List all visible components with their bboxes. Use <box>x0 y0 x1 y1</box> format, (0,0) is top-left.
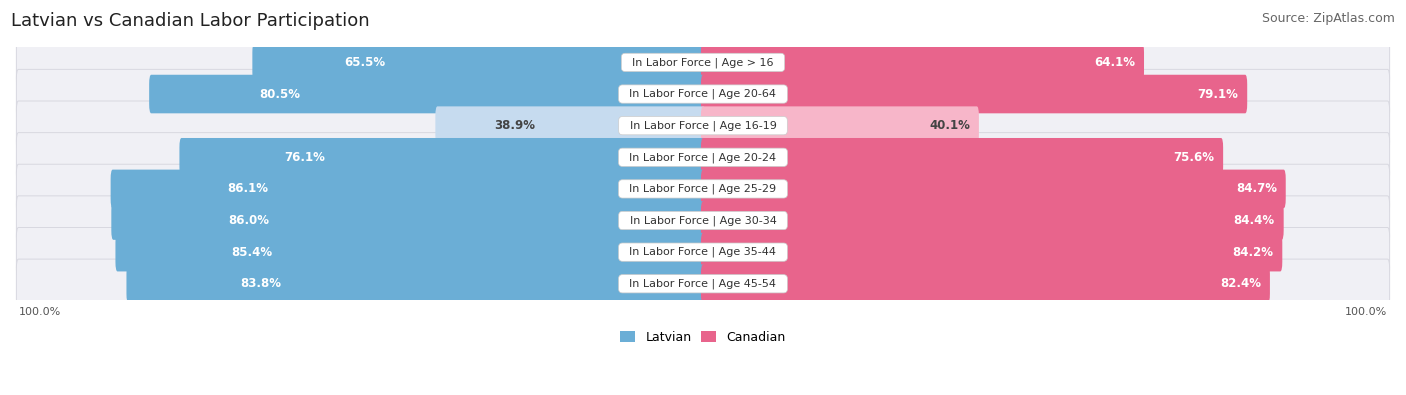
FancyBboxPatch shape <box>17 259 1389 308</box>
Text: 38.9%: 38.9% <box>494 119 534 132</box>
FancyBboxPatch shape <box>127 265 704 303</box>
FancyBboxPatch shape <box>17 70 1389 119</box>
FancyBboxPatch shape <box>702 43 1144 82</box>
FancyBboxPatch shape <box>702 201 1284 240</box>
FancyBboxPatch shape <box>17 196 1389 245</box>
FancyBboxPatch shape <box>111 169 704 208</box>
FancyBboxPatch shape <box>702 265 1270 303</box>
Text: In Labor Force | Age 20-24: In Labor Force | Age 20-24 <box>623 152 783 162</box>
FancyBboxPatch shape <box>111 201 704 240</box>
Text: 84.2%: 84.2% <box>1232 246 1274 259</box>
FancyBboxPatch shape <box>17 38 1389 87</box>
Text: 64.1%: 64.1% <box>1094 56 1135 69</box>
Text: 86.0%: 86.0% <box>228 214 269 227</box>
Text: Source: ZipAtlas.com: Source: ZipAtlas.com <box>1261 12 1395 25</box>
FancyBboxPatch shape <box>702 106 979 145</box>
FancyBboxPatch shape <box>702 169 1285 208</box>
Text: 75.6%: 75.6% <box>1173 151 1215 164</box>
Text: 85.4%: 85.4% <box>232 246 273 259</box>
Text: Latvian vs Canadian Labor Participation: Latvian vs Canadian Labor Participation <box>11 12 370 30</box>
Text: In Labor Force | Age 16-19: In Labor Force | Age 16-19 <box>623 120 783 131</box>
Text: In Labor Force | Age > 16: In Labor Force | Age > 16 <box>626 57 780 68</box>
Text: 100.0%: 100.0% <box>1346 307 1388 318</box>
FancyBboxPatch shape <box>17 133 1389 182</box>
Text: In Labor Force | Age 20-64: In Labor Force | Age 20-64 <box>623 89 783 99</box>
FancyBboxPatch shape <box>702 75 1247 113</box>
FancyBboxPatch shape <box>702 233 1282 271</box>
Text: 79.1%: 79.1% <box>1198 88 1239 101</box>
Text: 82.4%: 82.4% <box>1220 277 1261 290</box>
FancyBboxPatch shape <box>252 43 704 82</box>
FancyBboxPatch shape <box>149 75 704 113</box>
FancyBboxPatch shape <box>17 164 1389 214</box>
FancyBboxPatch shape <box>436 106 704 145</box>
Text: In Labor Force | Age 45-54: In Labor Force | Age 45-54 <box>623 278 783 289</box>
Text: In Labor Force | Age 30-34: In Labor Force | Age 30-34 <box>623 215 783 226</box>
Text: 86.1%: 86.1% <box>228 182 269 196</box>
FancyBboxPatch shape <box>702 138 1223 177</box>
Text: 84.4%: 84.4% <box>1233 214 1275 227</box>
Text: 80.5%: 80.5% <box>259 88 299 101</box>
Text: 40.1%: 40.1% <box>929 119 970 132</box>
Text: 65.5%: 65.5% <box>344 56 385 69</box>
FancyBboxPatch shape <box>180 138 704 177</box>
Legend: Latvian, Canadian: Latvian, Canadian <box>616 326 790 349</box>
FancyBboxPatch shape <box>17 228 1389 277</box>
Text: 100.0%: 100.0% <box>18 307 60 318</box>
Text: In Labor Force | Age 25-29: In Labor Force | Age 25-29 <box>623 184 783 194</box>
Text: 76.1%: 76.1% <box>284 151 325 164</box>
Text: In Labor Force | Age 35-44: In Labor Force | Age 35-44 <box>623 247 783 258</box>
Text: 84.7%: 84.7% <box>1236 182 1277 196</box>
FancyBboxPatch shape <box>115 233 704 271</box>
Text: 83.8%: 83.8% <box>240 277 281 290</box>
FancyBboxPatch shape <box>17 101 1389 150</box>
